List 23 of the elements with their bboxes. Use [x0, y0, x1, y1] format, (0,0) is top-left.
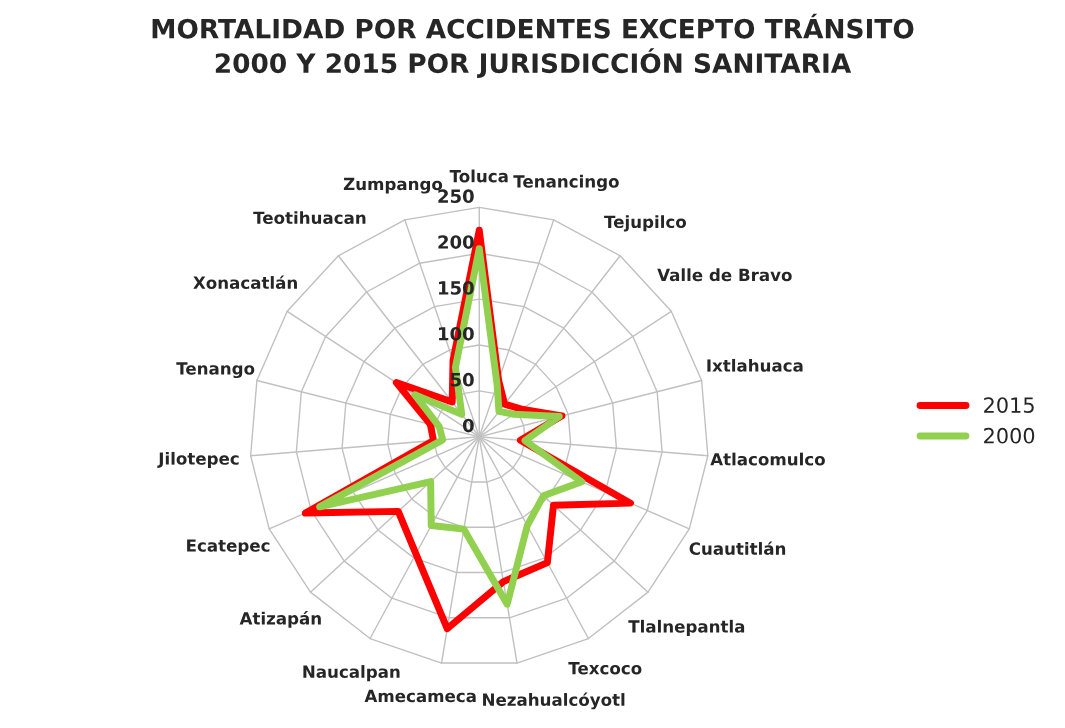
spoke-label: Nezahualcóyotl — [483, 692, 625, 710]
spoke-label: Atizapán — [239, 611, 321, 628]
spoke-label: Jilotepec — [157, 451, 239, 469]
spoke-label: Xonacatlán — [193, 275, 297, 289]
spoke-label: Tenango — [176, 362, 255, 379]
legend-label: 2015 — [984, 397, 1034, 413]
y-tick-label: 200 — [438, 235, 474, 249]
y-tick-label: 0 — [462, 418, 474, 433]
spoke-label: Naucalpan — [303, 665, 400, 682]
chart-title: MORTALIDAD POR ACCIDENTES EXCEPTO TRÁNSITO 2000 Y 2015 POR JURISDICCIÓN SANITARIA — [152, 13, 914, 79]
spoke-label: Ecatepec — [187, 539, 270, 556]
spoke-label: Cuautitlán — [689, 541, 786, 555]
spoke-label: Teotihuacan — [253, 211, 366, 225]
spoke-label: Toluca — [449, 169, 508, 183]
spoke-label: Tlalnepantla — [628, 619, 745, 636]
spoke-label: Atlacomulco — [710, 452, 825, 466]
spoke-label: Tejupilco — [604, 215, 687, 232]
spoke-label: Amecameca — [364, 689, 476, 703]
spoke-label: Tenancingo — [513, 174, 619, 192]
spoke-label: Texcoco — [568, 662, 642, 675]
legend-label: 2000 — [984, 427, 1035, 444]
spoke-label: Valle de Bravo — [657, 268, 792, 282]
spoke-label: Ixtlahuaca — [707, 358, 803, 372]
